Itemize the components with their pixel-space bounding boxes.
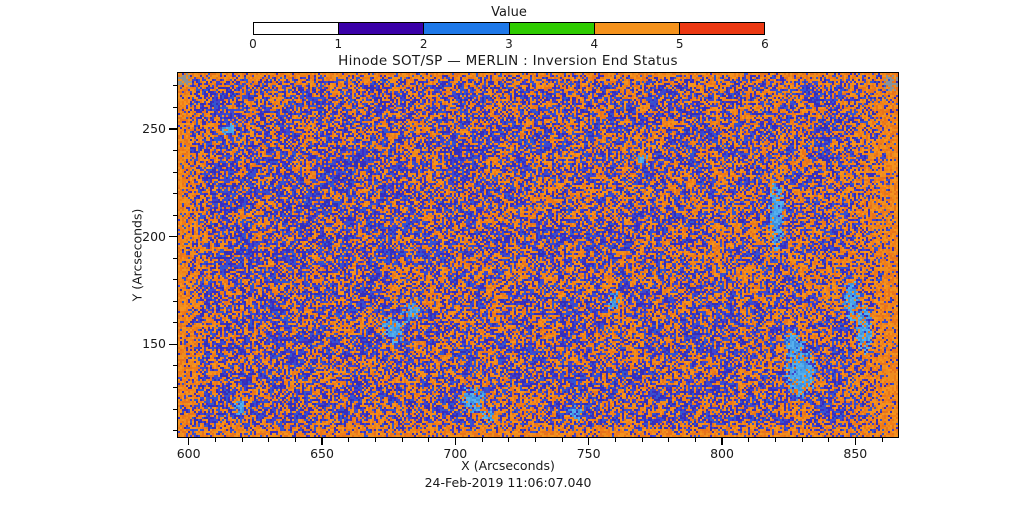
x-axis-tick xyxy=(721,438,723,445)
colorbar-segment-3-4 xyxy=(509,23,595,34)
y-axis-tick-label: 150 xyxy=(142,336,166,352)
x-axis-label: X (Arcseconds) xyxy=(461,458,555,473)
colorbar-tick-label: 3 xyxy=(505,37,513,51)
y-axis-tick xyxy=(169,128,177,130)
x-axis-minor-tick xyxy=(428,438,430,442)
x-axis-minor-tick xyxy=(508,438,510,442)
x-axis-minor-tick xyxy=(748,438,750,442)
y-axis-minor-tick xyxy=(173,85,177,87)
x-axis-minor-tick xyxy=(374,438,376,442)
y-axis-minor-tick xyxy=(173,279,177,281)
colorbar-tick-label: 4 xyxy=(590,37,599,51)
x-axis-minor-tick xyxy=(881,438,883,442)
x-axis-tick-label: 850 xyxy=(843,446,868,461)
y-axis-minor-tick xyxy=(173,171,177,173)
x-axis-tick xyxy=(854,438,857,445)
colorbar-title: Value xyxy=(491,5,527,20)
y-axis-tick-label: 250 xyxy=(142,121,166,136)
colorbar-tick-label: 0 xyxy=(249,37,257,51)
y-axis-minor-tick xyxy=(173,365,177,367)
colorbar-segment-0-1 xyxy=(254,23,340,34)
y-axis-label: Y (Arcseconds) xyxy=(129,208,145,302)
x-axis-minor-tick xyxy=(668,438,670,442)
heatmap-image xyxy=(178,73,898,437)
y-axis-tick-label: 200 xyxy=(142,228,166,244)
x-axis-minor-tick xyxy=(614,438,616,442)
colorbar-segment-4-5 xyxy=(594,23,680,34)
x-axis-tick xyxy=(587,438,590,445)
x-axis-minor-tick xyxy=(828,438,830,442)
colorbar-segment-2-3 xyxy=(424,23,510,34)
x-axis-minor-tick xyxy=(774,438,776,442)
x-axis-tick-label: 600 xyxy=(176,446,201,461)
timestamp-caption: 24-Feb-2019 11:06:07.040 xyxy=(424,475,592,490)
colorbar-tick-label: 5 xyxy=(675,37,684,51)
x-axis-tick xyxy=(454,438,457,445)
x-axis-minor-tick xyxy=(241,438,243,442)
x-axis-minor-tick xyxy=(268,438,270,442)
colorbar-tick-labels: 0 1 2 3 4 5 6 xyxy=(249,37,769,52)
x-axis-minor-tick xyxy=(294,438,296,442)
y-axis-minor-tick xyxy=(173,106,177,108)
x-axis-minor-tick xyxy=(534,438,536,442)
colorbar-tick-label: 1 xyxy=(334,37,343,51)
x-axis-tick-label: 700 xyxy=(443,446,468,461)
y-axis-minor-tick xyxy=(173,322,177,324)
x-axis-minor-tick xyxy=(694,438,696,442)
y-axis-tick xyxy=(169,235,177,238)
y-axis-minor-tick xyxy=(173,193,177,195)
plot-title: Hinode SOT/SP — MERLIN : Inversion End S… xyxy=(338,53,678,69)
x-axis-minor-tick xyxy=(641,438,643,442)
x-axis-tick-label: 800 xyxy=(710,446,734,461)
y-axis-minor-tick xyxy=(173,150,177,152)
x-axis-tick xyxy=(321,438,323,445)
x-axis-tick xyxy=(187,438,190,445)
colorbar-tick-label: 6 xyxy=(761,37,769,51)
colorbar-segment-5-6 xyxy=(679,23,765,34)
colorbar xyxy=(253,22,765,35)
x-axis-tick-label: 750 xyxy=(576,446,601,461)
x-axis-minor-tick xyxy=(401,438,403,442)
y-axis-minor-tick xyxy=(173,386,177,388)
y-axis-minor-tick xyxy=(173,430,177,432)
colorbar-segment-1-2 xyxy=(339,23,425,34)
x-axis-minor-tick xyxy=(561,438,563,442)
x-axis-tick-label: 650 xyxy=(310,446,334,461)
x-axis-minor-tick xyxy=(481,438,483,442)
colorbar-tick-label: 2 xyxy=(419,37,428,51)
x-axis-minor-tick xyxy=(214,438,216,442)
y-axis-minor-tick xyxy=(173,408,177,410)
y-axis-tick xyxy=(169,343,177,346)
y-axis-minor-tick xyxy=(173,214,177,216)
x-axis-minor-tick xyxy=(801,438,803,442)
x-axis-minor-tick xyxy=(348,438,350,442)
y-axis-minor-tick xyxy=(173,300,177,302)
y-axis-minor-tick xyxy=(173,257,177,259)
